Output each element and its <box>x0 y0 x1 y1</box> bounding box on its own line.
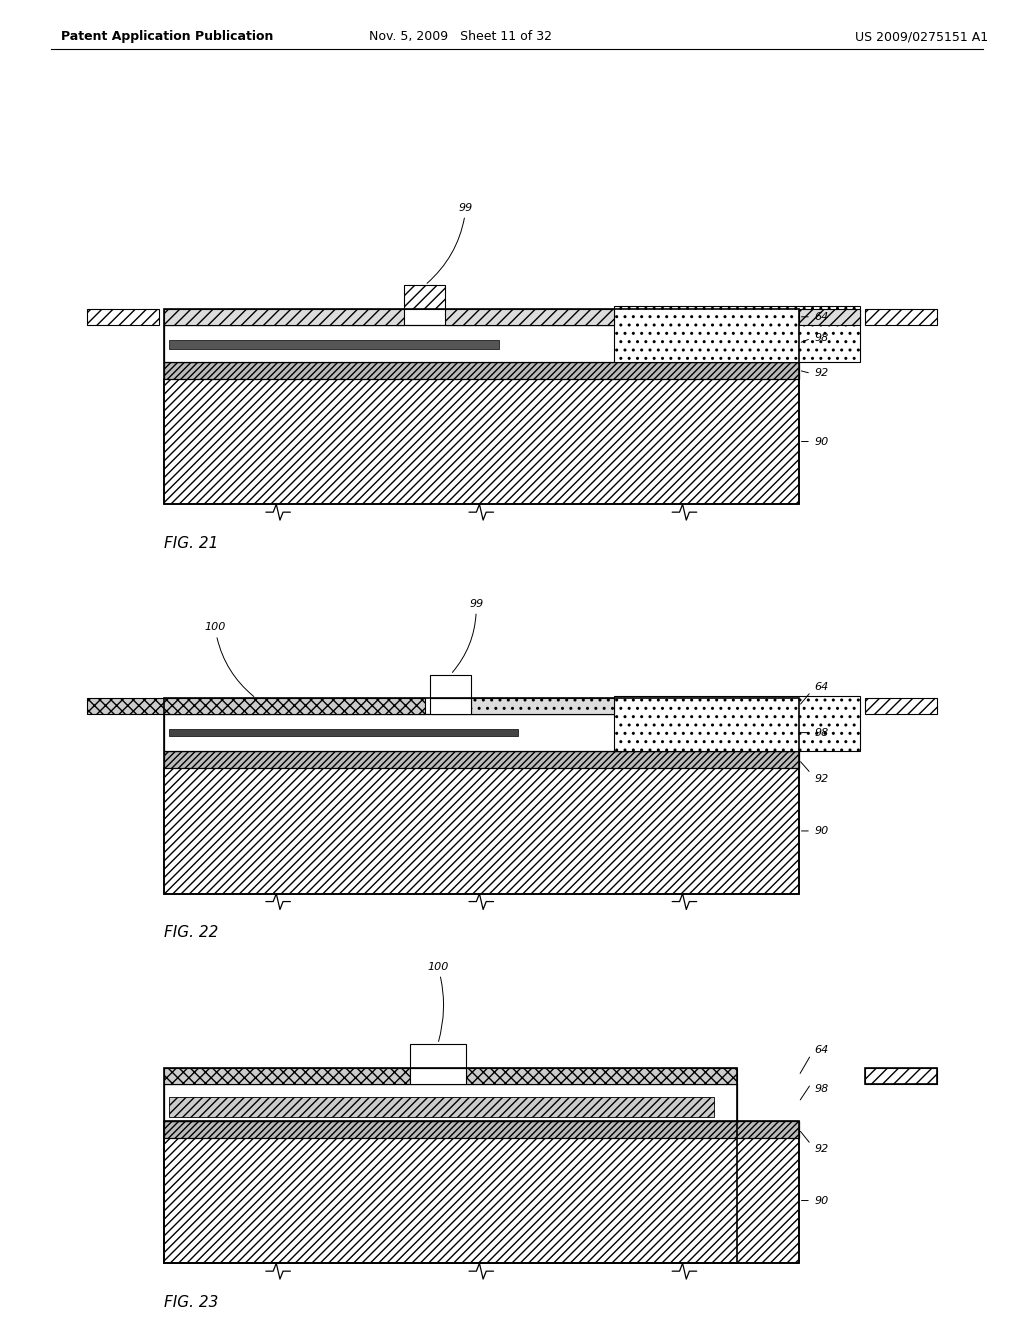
Bar <box>614 306 860 362</box>
Bar <box>445 309 614 325</box>
Text: Patent Application Publication: Patent Application Publication <box>61 30 273 44</box>
Bar <box>87 309 159 325</box>
Bar <box>164 1084 737 1121</box>
Bar <box>164 325 799 362</box>
Bar <box>865 698 937 714</box>
Bar <box>471 698 614 714</box>
Bar <box>410 1044 466 1068</box>
Text: 99: 99 <box>453 598 483 672</box>
Bar <box>164 714 799 751</box>
Bar <box>164 1121 799 1138</box>
Text: 99: 99 <box>427 202 473 284</box>
Bar <box>164 1068 737 1263</box>
Bar <box>410 1068 466 1084</box>
Bar <box>799 309 860 325</box>
Bar <box>164 362 799 379</box>
Bar <box>169 729 518 737</box>
Text: 92: 92 <box>814 368 828 379</box>
Bar <box>169 339 499 348</box>
Text: 100: 100 <box>427 961 449 1041</box>
Bar <box>404 285 445 309</box>
Text: 100: 100 <box>205 622 254 697</box>
Text: FIG. 21: FIG. 21 <box>164 536 218 550</box>
Bar <box>169 1097 714 1117</box>
Bar <box>865 309 937 325</box>
Text: 64: 64 <box>814 1044 828 1055</box>
Text: FIG. 22: FIG. 22 <box>164 925 218 940</box>
Bar <box>164 698 799 894</box>
Text: 92: 92 <box>814 774 828 784</box>
Bar <box>430 675 471 698</box>
Text: Nov. 5, 2009   Sheet 11 of 32: Nov. 5, 2009 Sheet 11 of 32 <box>370 30 552 44</box>
Bar <box>87 698 425 714</box>
Bar <box>164 1121 799 1263</box>
Bar <box>430 698 471 714</box>
Text: 64: 64 <box>814 312 828 322</box>
Bar <box>164 751 799 768</box>
Text: 92: 92 <box>814 1144 828 1155</box>
Text: 98: 98 <box>814 334 828 343</box>
Bar <box>164 768 799 894</box>
Text: 90: 90 <box>814 437 828 446</box>
Bar <box>164 1068 410 1084</box>
Text: 90: 90 <box>814 826 828 836</box>
Bar <box>865 1068 937 1084</box>
Bar <box>614 696 860 751</box>
Text: 64: 64 <box>814 681 828 692</box>
Text: 98: 98 <box>814 727 828 738</box>
Text: FIG. 23: FIG. 23 <box>164 1295 218 1309</box>
Text: 98: 98 <box>814 1084 828 1094</box>
Bar <box>865 1068 937 1084</box>
Text: US 2009/0275151 A1: US 2009/0275151 A1 <box>855 30 988 44</box>
Bar <box>164 1138 799 1263</box>
Bar <box>466 1068 737 1084</box>
Bar <box>164 309 799 504</box>
Text: 90: 90 <box>814 1196 828 1205</box>
Bar <box>164 309 404 325</box>
Bar <box>164 379 799 504</box>
